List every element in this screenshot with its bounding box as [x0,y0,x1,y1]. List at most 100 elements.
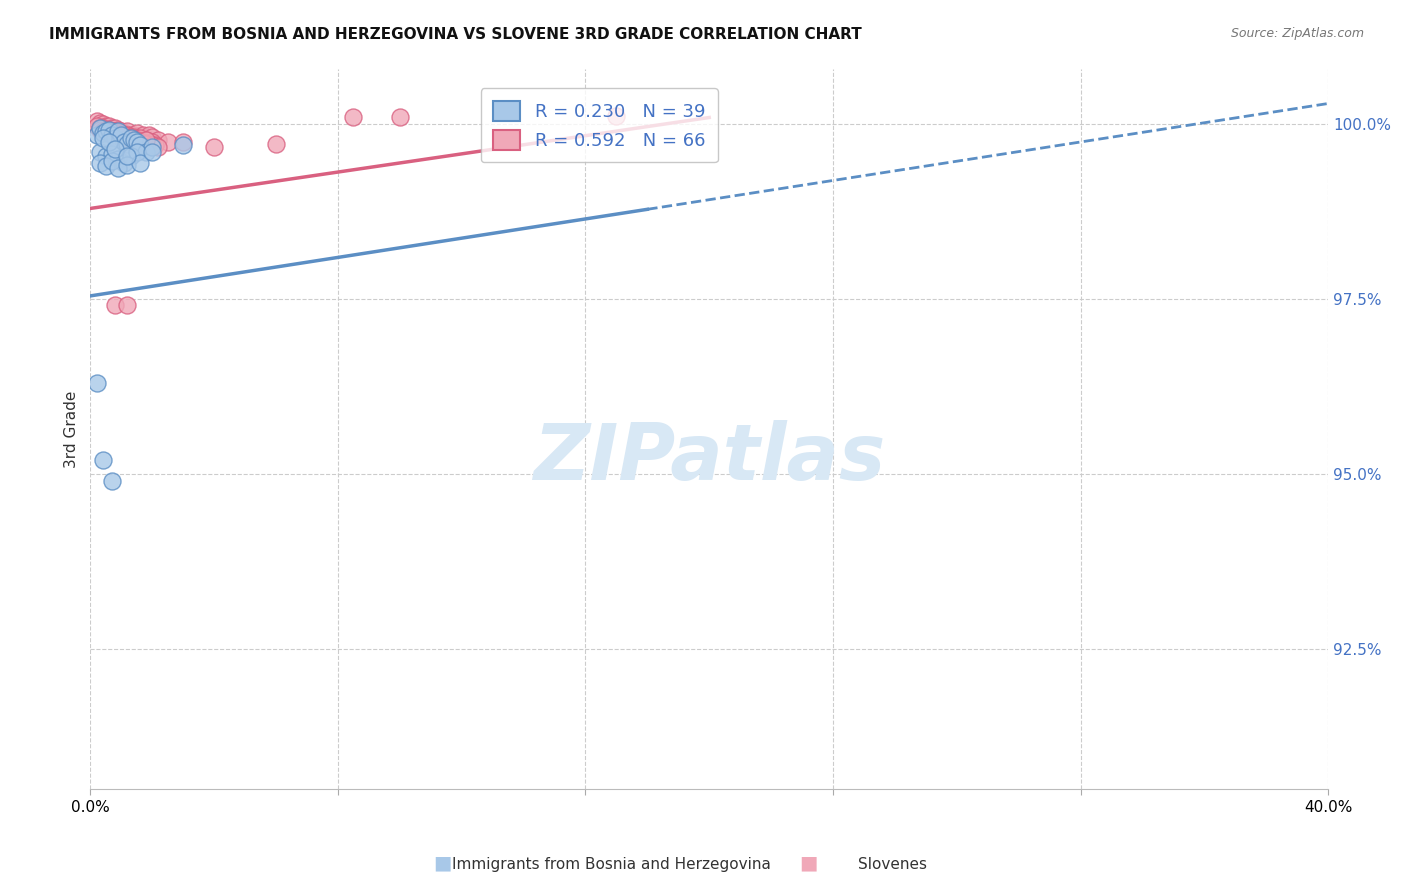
Y-axis label: 3rd Grade: 3rd Grade [65,390,79,467]
Point [148,133,170,147]
Point [107,161,129,175]
Point [141,130,163,145]
Point [128,138,150,153]
Point [101,126,124,140]
Point [117,128,139,142]
Point [101,475,124,489]
Point [101,147,124,161]
Text: Slovenes: Slovenes [858,857,928,872]
Point [122,128,145,142]
Point [388,111,411,125]
Point [125,145,148,160]
Point [97,123,120,137]
Point [128,156,150,170]
Point [94,160,117,174]
Legend: R = 0.230   N = 39, R = 0.592   N = 66: R = 0.230 N = 39, R = 0.592 N = 66 [481,88,718,162]
Point [135,133,157,147]
Point [172,135,194,149]
Point [101,120,124,135]
Point [112,135,135,149]
Point [89,120,111,135]
Point [89,123,111,137]
Point [101,128,124,142]
Point [86,114,108,128]
Point [112,156,135,170]
Point [97,123,120,137]
Point [120,128,142,142]
Point [148,140,170,154]
Point [104,128,127,142]
Point [172,138,194,153]
Point [125,126,148,140]
Point [128,135,150,149]
Point [91,124,114,138]
Point [117,124,139,138]
Point [112,130,135,145]
Point [112,126,135,140]
Point [104,120,127,135]
Point [91,453,114,467]
Text: Immigrants from Bosnia and Herzegovina: Immigrants from Bosnia and Herzegovina [453,857,770,872]
Point [135,145,157,160]
Point [141,135,163,149]
Point [107,128,129,142]
Point [122,130,145,145]
Point [97,135,120,149]
Point [264,137,287,152]
Point [107,123,129,137]
Point [104,142,127,156]
Point [91,120,114,135]
Text: ■: ■ [433,854,453,872]
Point [156,135,179,149]
Point [342,111,364,125]
Point [89,145,111,160]
Point [89,156,111,170]
Point [117,137,139,152]
Point [94,119,117,133]
Point [104,131,127,145]
Point [104,124,127,138]
Point [117,298,139,312]
Point [141,138,163,153]
Point [120,130,142,145]
Point [122,133,145,147]
Point [135,137,157,152]
Point [138,128,160,142]
Point [128,131,150,145]
Point [125,133,148,147]
Point [112,128,135,142]
Point [89,116,111,130]
Point [135,133,157,147]
Point [132,135,155,149]
Point [86,119,108,133]
Point [125,135,148,149]
Point [97,119,120,133]
Point [94,123,117,137]
Point [110,128,132,142]
Point [86,128,108,142]
Point [132,128,155,142]
Point [94,124,117,138]
Point [89,120,111,135]
Point [101,124,124,138]
Point [141,140,163,154]
Point [97,126,120,140]
Point [91,131,114,145]
Point [107,126,129,140]
Point [120,131,142,145]
Point [91,118,114,132]
Point [122,133,145,147]
Point [110,130,132,145]
Point [110,126,132,140]
Point [107,153,129,167]
Point [86,376,108,391]
Point [128,130,150,145]
Point [605,109,627,123]
Point [117,131,139,145]
Point [110,124,132,138]
Point [135,131,157,145]
Point [141,145,163,160]
Point [143,138,166,153]
Text: IMMIGRANTS FROM BOSNIA AND HERZEGOVINA VS SLOVENE 3RD GRADE CORRELATION CHART: IMMIGRANTS FROM BOSNIA AND HERZEGOVINA V… [49,27,862,42]
Point [202,140,225,154]
